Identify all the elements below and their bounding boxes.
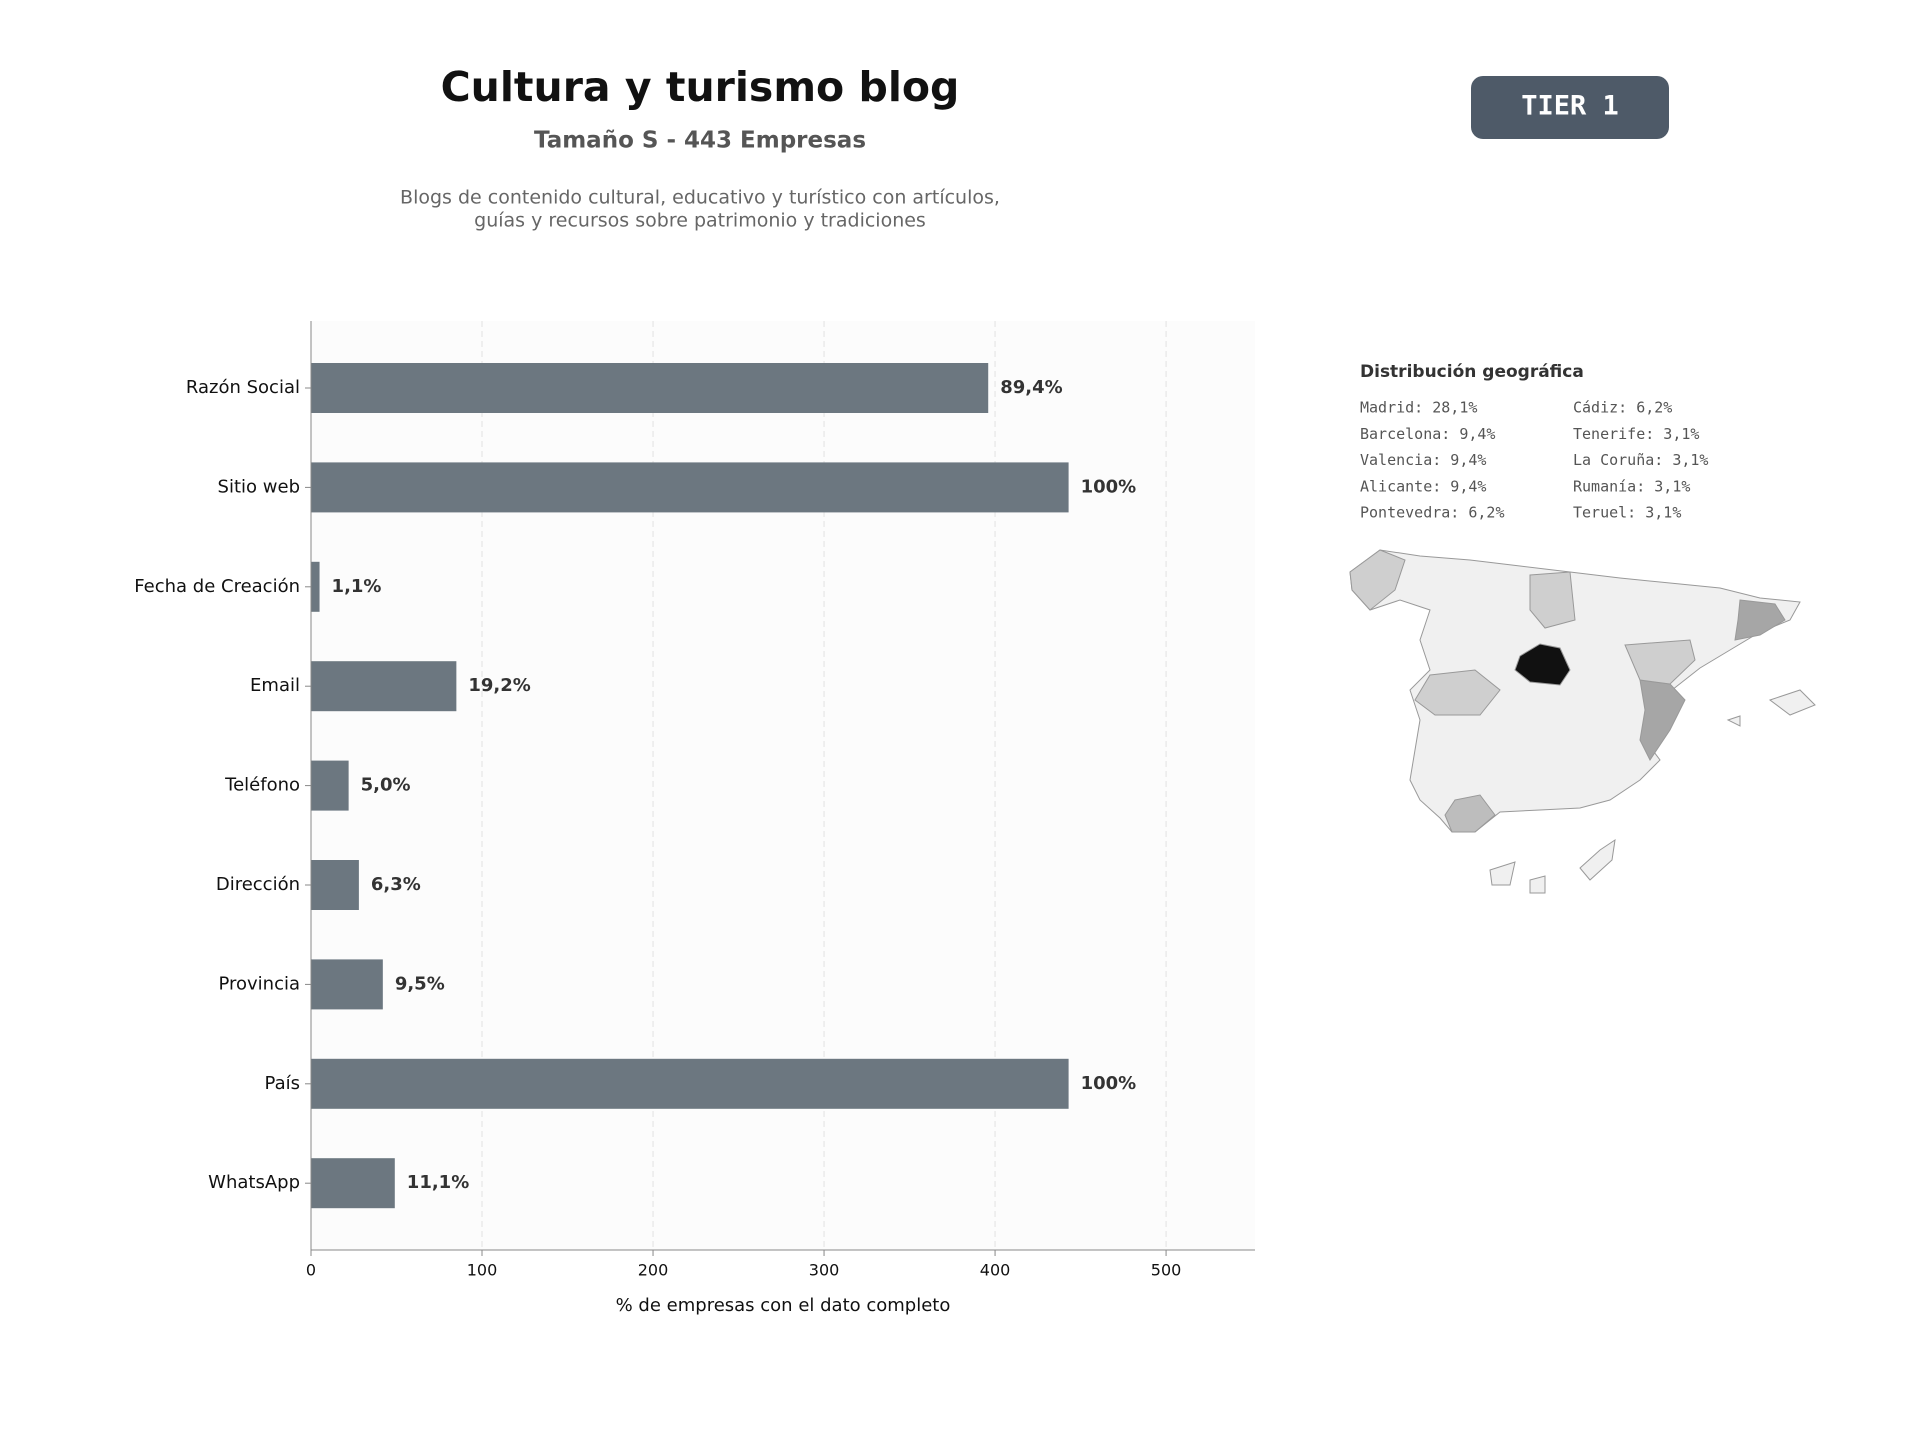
value-label: 100% — [1081, 476, 1137, 497]
value-label: 11,1% — [407, 1172, 469, 1193]
geo-title: Distribución geográfica — [1360, 362, 1584, 382]
plot-area — [311, 321, 1255, 1250]
x-tick-label: 300 — [809, 1261, 840, 1280]
y-tick-label: Sitio web — [218, 476, 300, 497]
bar — [311, 959, 383, 1010]
geo-entry: Pontevedra: 6,2% — [1360, 504, 1505, 522]
geo-entry: La Coruña: 3,1% — [1573, 451, 1708, 469]
value-label: 89,4% — [1000, 377, 1062, 398]
value-label: 5,0% — [361, 775, 411, 796]
geo-entry: Rumanía: 3,1% — [1573, 477, 1690, 495]
x-tick-label: 200 — [638, 1261, 669, 1280]
geo-entry: Barcelona: 9,4% — [1360, 425, 1495, 443]
bar — [311, 462, 1069, 513]
title: Cultura y turismo blog — [441, 63, 960, 111]
x-tick-label: 0 — [306, 1261, 316, 1280]
x-tick-label: 500 — [1151, 1261, 1182, 1280]
y-tick-label: País — [265, 1073, 300, 1094]
geo-entry: Madrid: 28,1% — [1360, 399, 1477, 417]
value-label: 6,3% — [371, 874, 421, 895]
y-tick-label: Email — [250, 675, 300, 696]
x-tick-label: 100 — [467, 1261, 498, 1280]
value-label: 9,5% — [395, 973, 445, 994]
geo-entry: Teruel: 3,1% — [1573, 504, 1681, 522]
value-label: 1,1% — [332, 576, 382, 597]
bar — [311, 760, 349, 811]
map — [1349, 549, 1816, 894]
y-tick-label: Provincia — [218, 973, 300, 994]
bar — [311, 1158, 395, 1209]
x-tick-label: 400 — [980, 1261, 1011, 1280]
bar — [311, 661, 457, 712]
value-label: 100% — [1081, 1073, 1137, 1094]
bar — [311, 1058, 1069, 1109]
badge — [1471, 76, 1669, 139]
geo-entry: Tenerife: 3,1% — [1573, 425, 1699, 443]
x-axis-label: % de empresas con el dato completo — [616, 1295, 951, 1316]
bar — [311, 363, 989, 413]
geo-entry: Cádiz: 6,2% — [1573, 399, 1672, 417]
value-label: 19,2% — [468, 675, 530, 696]
geo-entry: Alicante: 9,4% — [1360, 477, 1486, 495]
y-tick-label: WhatsApp — [208, 1172, 300, 1193]
subtitle: Tamaño S - 443 Empresas — [534, 128, 866, 154]
description: Blogs de contenido cultural, educativo y… — [400, 187, 1000, 209]
description: guías y recursos sobre patrimonio y trad… — [474, 210, 926, 232]
bar — [311, 561, 320, 612]
geo-entry: Valencia: 9,4% — [1360, 451, 1486, 469]
bar — [311, 860, 359, 910]
y-tick-label: Razón Social — [186, 377, 300, 398]
y-tick-label: Teléfono — [224, 775, 300, 796]
badge-label: TIER 1 — [1521, 91, 1619, 122]
y-tick-label: Dirección — [216, 874, 300, 895]
y-tick-label: Fecha de Creación — [134, 576, 300, 597]
